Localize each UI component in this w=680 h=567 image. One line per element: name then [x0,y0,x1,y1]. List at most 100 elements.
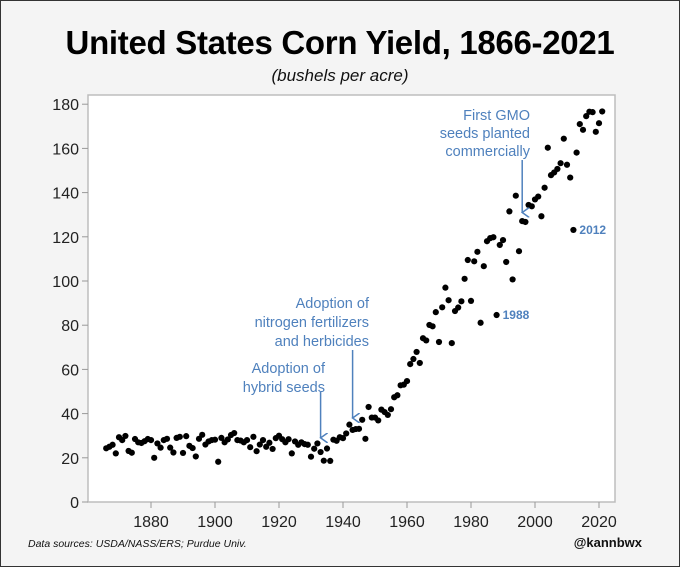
data-point [346,421,353,428]
data-point [467,297,475,304]
data-point [567,174,574,181]
data-point [557,160,564,167]
y-tick-label: 160 [52,141,79,158]
data-point [480,263,487,270]
data-point [243,437,251,444]
data-point [355,425,363,432]
data-point [343,430,350,437]
data-point [407,360,414,368]
data-point [256,441,263,448]
data-point [445,297,452,304]
y-tick-label: 60 [61,362,79,379]
data-point [387,406,395,413]
data-point [429,323,436,330]
data-point [375,417,382,424]
data-point [448,340,455,347]
data-point [490,234,497,241]
data-point [247,444,254,451]
y-tick-label: 120 [52,230,79,247]
annotation-text: commercially [445,144,530,160]
data-point [573,149,580,156]
y-axis: 0 20 40 60 80 100 120 140 160 180 [52,97,88,512]
data-point [384,411,391,419]
y-tick-label: 20 [61,451,79,468]
data-point [541,184,548,191]
data-point [560,135,567,142]
data-point [259,437,267,444]
x-tick-label: 1900 [197,514,233,531]
data-point [496,241,503,249]
x-tick-label: 1940 [325,514,361,531]
point-label: 1988 [503,308,530,322]
data-point [362,435,369,442]
data-point [439,304,446,311]
data-point [199,431,206,438]
data-point [147,437,155,444]
data-point [109,441,116,448]
data-point [122,432,129,440]
y-tick-label: 100 [52,274,79,291]
x-tick-label: 2020 [581,514,617,531]
data-point [151,454,158,461]
data-point [499,237,507,244]
data-point [461,275,468,282]
data-point [359,416,366,423]
data-point [192,453,199,460]
data-point [509,276,516,283]
data-point [506,208,513,215]
data-point [464,256,471,264]
data-point [416,359,423,367]
data-point [455,304,462,311]
data-point [269,445,276,453]
data-point [423,337,430,344]
data-point [314,440,321,447]
data-point [327,457,334,464]
x-tick-label: 1960 [389,514,425,531]
data-point [176,433,183,440]
data-point [442,284,449,291]
data-point [538,213,545,220]
data-point [323,445,331,452]
data-point [583,113,590,120]
annotation-text: First GMO [463,108,530,124]
data-point [595,120,603,127]
annotation-text: Adoption of [296,296,370,312]
data-point [317,448,324,456]
data-point [435,338,443,346]
data-point [250,433,257,440]
data-point [432,309,439,316]
x-tick-label: 2000 [517,514,553,531]
annotation-text: seeds planted [440,126,530,142]
data-point [154,440,161,447]
annotation-text: and herbicides [275,334,369,350]
data-point [320,457,327,464]
author-handle: @kannbwx [573,535,642,550]
data-point [515,248,523,255]
x-tick-label: 1980 [453,514,489,531]
data-point [394,392,401,399]
data-point [119,437,126,444]
data-point [163,435,171,442]
data-point [224,436,231,443]
data-point [339,435,347,442]
data-point [410,355,417,363]
data-point [579,126,587,133]
data-point [503,258,510,266]
data-point [218,434,225,442]
data-point [403,378,411,385]
annotation-text: hybrid seeds [243,380,325,396]
data-point [563,161,571,168]
y-tick-label: 140 [52,186,79,203]
data-point [231,429,238,437]
annotation-text: Adoption of [252,361,326,377]
x-tick-label: 1880 [133,514,169,531]
data-point [307,453,315,460]
data-point [304,441,311,448]
data-point [592,128,599,135]
data-point [528,203,535,210]
data-point [170,449,177,456]
data-point [285,436,292,443]
data-point [570,226,577,234]
point-label: 2012 [579,223,606,237]
